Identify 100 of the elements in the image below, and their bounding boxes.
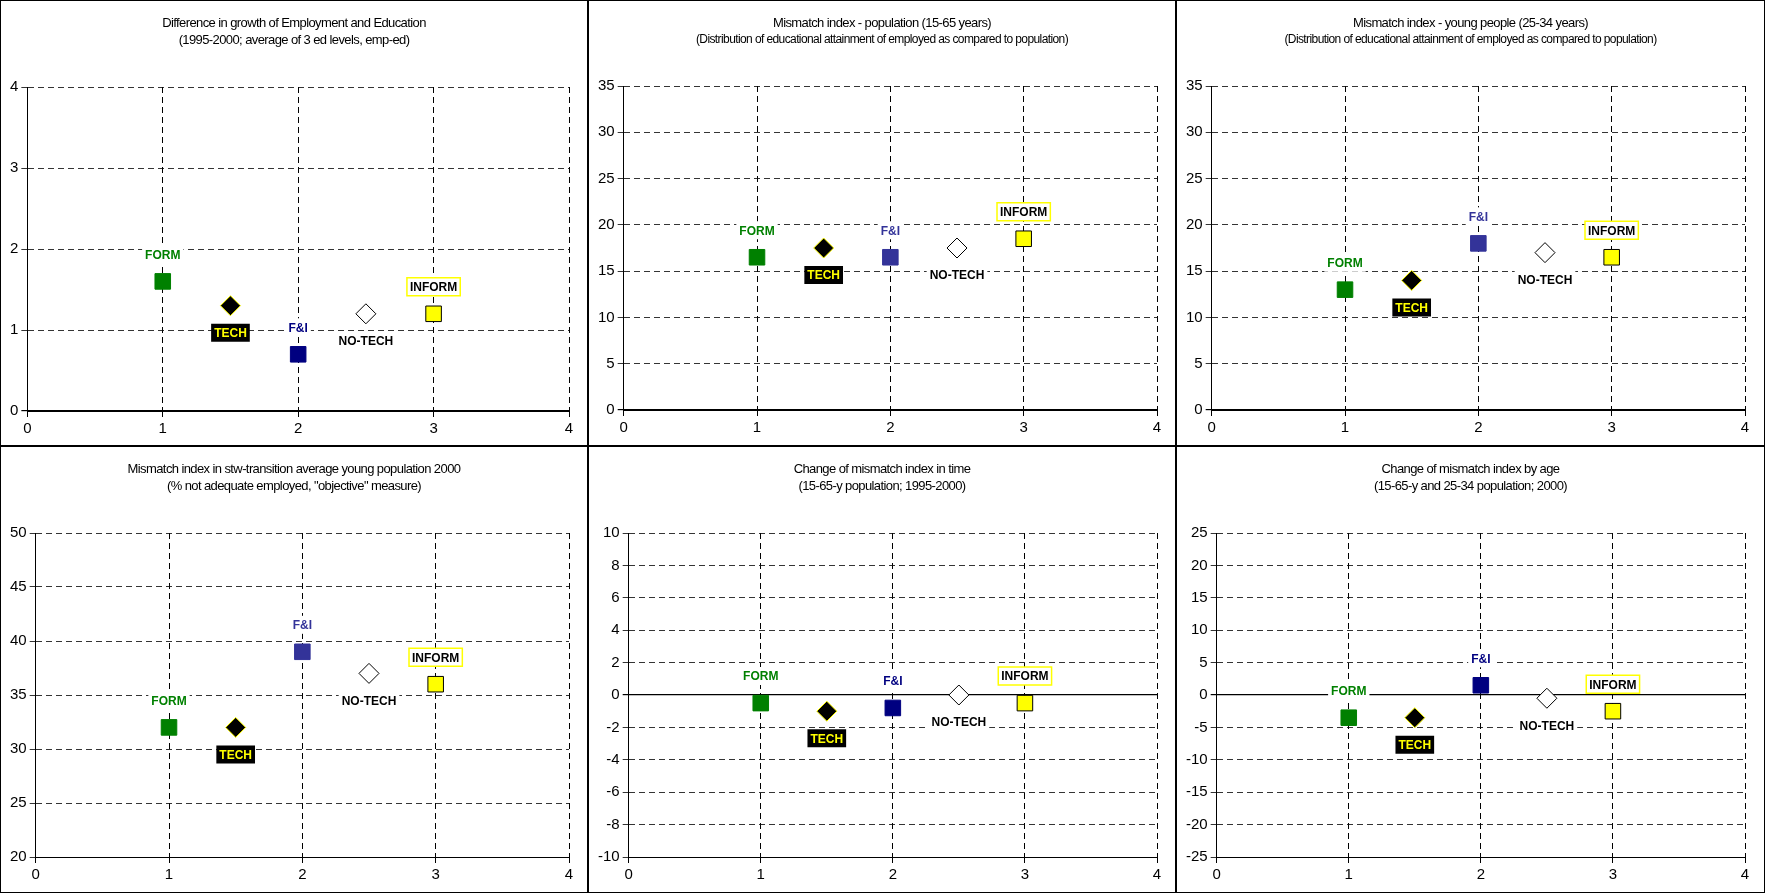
y-tick-label: 25 — [10, 793, 27, 811]
y-tick-label: 25 — [1186, 168, 1203, 186]
y-tick-label: -25 — [1185, 847, 1208, 865]
point — [425, 305, 442, 323]
x-tick-label: 3 — [1607, 418, 1616, 436]
series-label: NO-TECH — [931, 715, 987, 730]
series-label: NO-TECH — [338, 334, 394, 349]
x-tick-label: 1 — [164, 865, 174, 883]
y-tick-label: 5 — [1199, 652, 1208, 670]
series-label: INFORM — [1001, 669, 1049, 684]
y-tick-label: 45 — [10, 577, 27, 595]
point — [1404, 707, 1426, 729]
y-tick-label: 30 — [1186, 122, 1203, 140]
y-tick-label: 0 — [1194, 400, 1203, 418]
y-tick-label: 50 — [10, 523, 27, 541]
point — [752, 694, 770, 712]
x-tick-label: 4 — [1740, 865, 1750, 883]
x-tick-label: 2 — [1474, 418, 1483, 436]
y-tick-label: 0 — [611, 685, 620, 703]
series-label: INFORM — [1000, 205, 1048, 220]
y-tick-label: 8 — [611, 555, 620, 573]
series-label: NO-TECH — [341, 693, 397, 708]
series-label: TECH — [219, 747, 253, 762]
series-label: INFORM — [409, 280, 458, 295]
series-label: FORM — [743, 669, 779, 684]
y-tick-label: 0 — [10, 401, 19, 419]
y-tick-label: 15 — [1186, 261, 1203, 279]
series-label: FORM — [151, 693, 187, 708]
x-tick-label: 1 — [756, 865, 765, 883]
series-label: NO-TECH — [929, 268, 985, 283]
x-tick-label: 3 — [1608, 865, 1618, 883]
series-label: TECH — [1398, 737, 1432, 752]
series-label: FORM — [1331, 683, 1367, 698]
y-tick-label: 35 — [1186, 76, 1203, 94]
y-tick-label: 35 — [10, 685, 27, 703]
chart-subtitle: (1995-2000; average of 3 ed levels, emp-ed) — [177, 32, 411, 47]
point — [289, 346, 307, 363]
y-tick-label: 30 — [10, 739, 27, 757]
y-tick-label: 20 — [1186, 215, 1203, 232]
point — [1016, 694, 1034, 712]
x-tick-label: 0 — [624, 865, 633, 883]
y-tick-label: 20 — [1190, 555, 1208, 573]
x-tick-label: 2 — [888, 865, 898, 883]
y-tick-label: 5 — [1194, 353, 1203, 371]
point — [160, 719, 178, 736]
point — [294, 643, 311, 661]
point — [154, 273, 172, 290]
chart-subtitle: (15-65-y and 25-34 population; 2000) — [1372, 478, 1569, 493]
series-label: TECH — [810, 731, 844, 746]
point — [225, 716, 247, 738]
point — [1603, 248, 1620, 266]
chart-title: Mismatch index in stw-transition average young population 2000 — [126, 461, 462, 476]
chart-subtitle: (Distribution of educational attainment of employed as compared to population) — [694, 32, 1070, 46]
x-tick-label: 2 — [886, 418, 895, 436]
series-label: F&I — [1468, 209, 1489, 224]
chart-title: Mismatch index - young people (25-34 years) — [1351, 15, 1590, 30]
point — [1604, 702, 1622, 720]
y-tick-label: -10 — [1185, 749, 1208, 767]
chart-subtitle: (% not adequate employed, "objective" measure) — [165, 478, 423, 493]
y-tick-label: -10 — [597, 847, 620, 865]
x-tick-label: 4 — [1740, 418, 1750, 436]
series-label: F&I — [292, 618, 313, 633]
chart-title: Difference in growth of Employment and Education — [161, 15, 427, 30]
y-tick-label: -8 — [606, 814, 620, 832]
x-tick-label: 3 — [429, 419, 438, 437]
series-label: TECH — [1395, 300, 1429, 315]
x-tick-label: 2 — [298, 865, 307, 883]
series-label: F&I — [1471, 651, 1491, 666]
y-tick-label: 2 — [10, 239, 19, 257]
x-tick-label: 1 — [752, 418, 762, 436]
chart-subtitle: (Distribution of educational attainment of employed as compared to population) — [1283, 32, 1658, 46]
point — [948, 684, 970, 706]
y-tick-label: 20 — [10, 847, 27, 865]
series-label: INFORM — [1588, 223, 1636, 238]
point — [1536, 687, 1558, 709]
point — [1336, 281, 1354, 298]
chart-title: Mismatch index - population (15-65 years) — [771, 15, 993, 30]
point — [1472, 677, 1490, 694]
chart-subtitle: (15-65-y population; 1995-2000) — [797, 478, 967, 493]
point — [1401, 269, 1423, 291]
x-tick-label: 4 — [564, 865, 574, 883]
y-tick-label: -20 — [1185, 814, 1208, 832]
x-tick-label: 1 — [1344, 865, 1353, 883]
y-tick-label: 4 — [611, 620, 620, 638]
point — [884, 699, 902, 717]
x-tick-label: 4 — [1152, 418, 1162, 436]
y-tick-label: 0 — [1199, 685, 1208, 703]
series-label: TECH — [214, 326, 247, 341]
chart-title: Change of mismatch index by age — [1380, 461, 1561, 476]
point — [358, 662, 380, 684]
series-label: NO-TECH — [1517, 272, 1573, 287]
y-tick-label: 1 — [10, 320, 19, 338]
x-tick-label: 2 — [294, 419, 303, 437]
series-label: TECH — [807, 268, 841, 283]
y-tick-label: 15 — [1190, 587, 1208, 605]
x-tick-label: 4 — [564, 419, 574, 437]
chart-title: Change of mismatch index in time — [792, 461, 972, 476]
y-tick-label: -4 — [606, 749, 620, 767]
y-tick-label: 10 — [1190, 620, 1208, 638]
x-tick-label: 3 — [1019, 418, 1028, 436]
